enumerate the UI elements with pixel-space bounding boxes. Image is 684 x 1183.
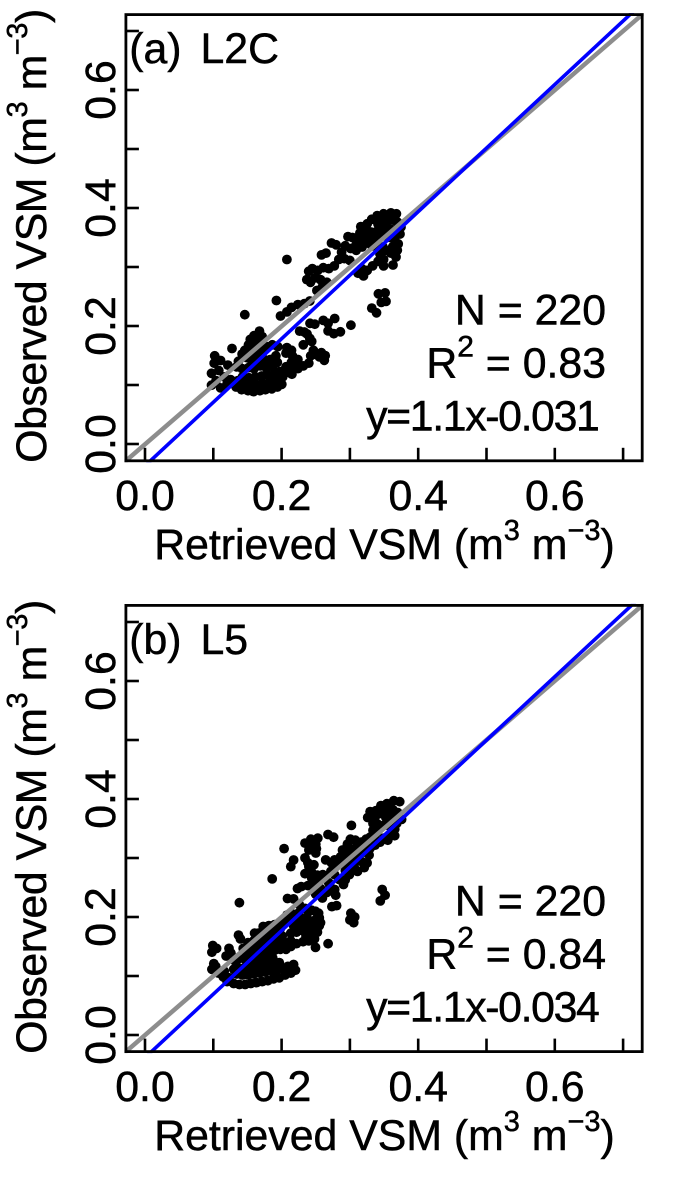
svg-text:0.0: 0.0 — [77, 414, 125, 474]
svg-text:Retrieved VSM (m3 m−3): Retrieved VSM (m3 m−3) — [154, 1106, 615, 1160]
svg-text:0.0: 0.0 — [115, 472, 175, 520]
svg-text:Retrieved VSM (m3 m−3): Retrieved VSM (m3 m−3) — [154, 515, 615, 569]
svg-text:R2 = 0.83: R2 = 0.83 — [426, 330, 606, 387]
svg-text:y=1.1x-0.031: y=1.1x-0.031 — [366, 392, 598, 440]
svg-text:0.6: 0.6 — [77, 60, 125, 120]
svg-text:0.2: 0.2 — [77, 887, 125, 947]
svg-text:0.0: 0.0 — [77, 1005, 125, 1065]
svg-text:0.4: 0.4 — [77, 178, 125, 238]
svg-text:0.4: 0.4 — [77, 769, 125, 829]
svg-text:0.2: 0.2 — [252, 472, 312, 520]
svg-text:Observed VSM (m3 m−3): Observed VSM (m3 m−3) — [2, 600, 56, 1054]
svg-text:(a): (a) — [129, 25, 181, 73]
svg-text:Observed VSM (m3 m−3): Observed VSM (m3 m−3) — [2, 9, 56, 463]
svg-text:R2 = 0.84: R2 = 0.84 — [426, 921, 606, 978]
svg-text:0.2: 0.2 — [252, 1063, 312, 1111]
svg-text:y=1.1x-0.034: y=1.1x-0.034 — [366, 983, 599, 1031]
svg-text:N = 220: N = 220 — [455, 286, 606, 334]
svg-text:N = 220: N = 220 — [455, 877, 606, 925]
svg-text:(b): (b) — [129, 616, 181, 664]
svg-text:0.2: 0.2 — [77, 296, 125, 356]
svg-text:L2C: L2C — [201, 25, 280, 73]
svg-text:L5: L5 — [201, 616, 249, 664]
svg-text:0.6: 0.6 — [525, 472, 585, 520]
svg-text:0.0: 0.0 — [115, 1063, 175, 1111]
svg-text:0.6: 0.6 — [525, 1063, 585, 1111]
svg-text:0.6: 0.6 — [77, 651, 125, 711]
svg-text:0.4: 0.4 — [388, 1063, 448, 1111]
svg-text:0.4: 0.4 — [388, 472, 448, 520]
